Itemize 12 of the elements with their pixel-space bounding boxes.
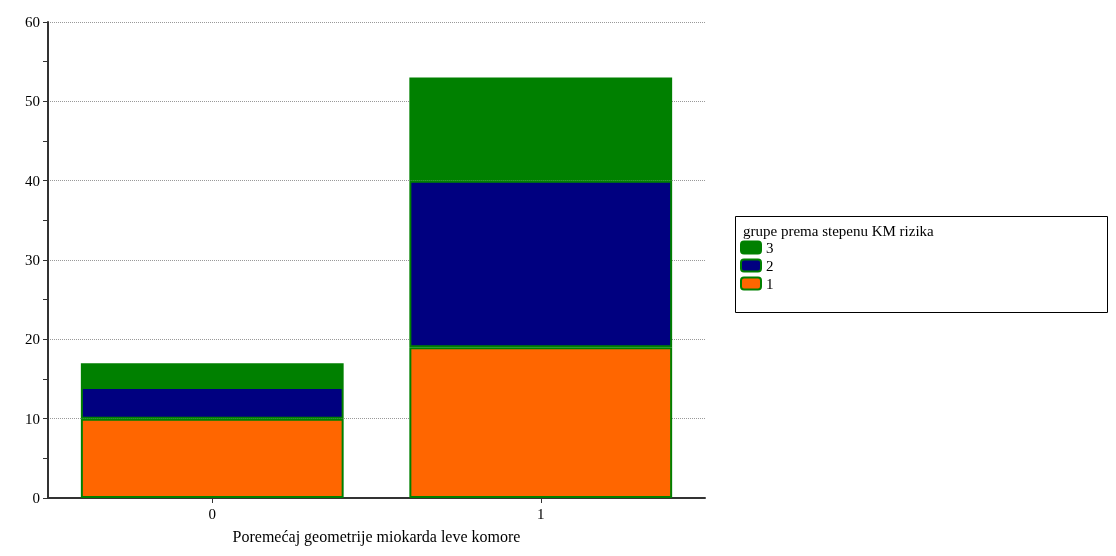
legend-label: 3 bbox=[766, 239, 774, 256]
y-tick-label: 40 bbox=[25, 172, 40, 189]
legend-label: 2 bbox=[766, 257, 774, 274]
y-tick-label: 50 bbox=[25, 93, 40, 110]
y-tick-label: 10 bbox=[25, 410, 40, 427]
legend-title: grupe prema stepenu KM rizika bbox=[743, 222, 935, 239]
y-tick-label: 60 bbox=[25, 14, 40, 30]
legend-label: 1 bbox=[766, 275, 774, 292]
y-tick-label: 0 bbox=[32, 490, 40, 506]
y-tick-label: 20 bbox=[25, 331, 40, 348]
y-tick-label: 30 bbox=[25, 252, 40, 268]
x-axis-title: Poremećaj geometrije miokarda leve komore bbox=[232, 527, 521, 546]
